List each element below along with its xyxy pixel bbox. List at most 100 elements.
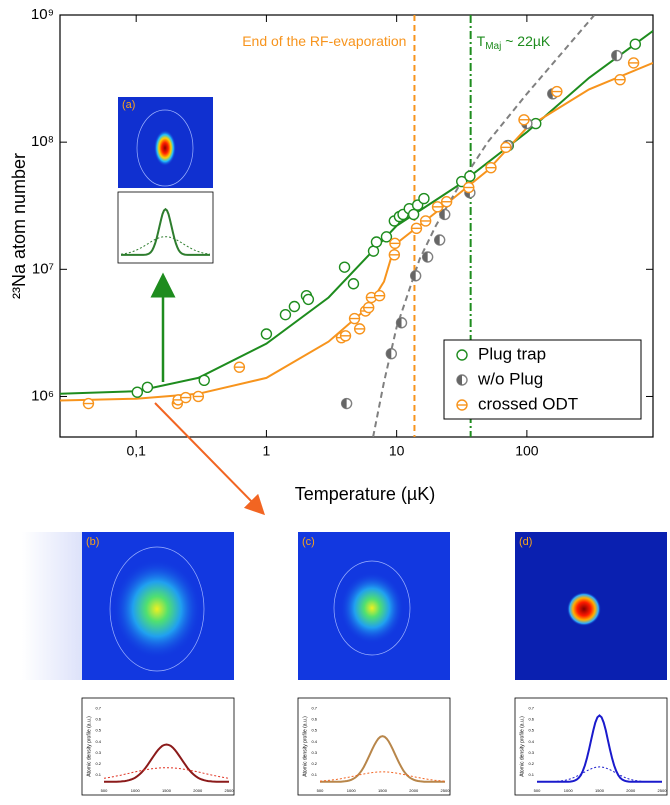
inset-profile	[514, 697, 668, 796]
data-point	[500, 141, 512, 154]
data-point	[456, 175, 468, 188]
data-point	[551, 85, 563, 98]
data-point	[288, 300, 301, 313]
marker-part	[302, 293, 315, 306]
arrow	[154, 402, 266, 516]
marker-part	[370, 236, 383, 248]
annotation-part: Maj	[485, 41, 501, 52]
inset-profile	[81, 697, 235, 796]
profile-y-tick-label: 0.2	[528, 761, 534, 766]
data-point	[407, 208, 420, 221]
panel-label: (b)	[86, 536, 99, 548]
cloud	[340, 572, 404, 644]
marker-part	[629, 38, 641, 50]
marker-part	[434, 235, 440, 246]
profile-y-tick-label: 0.3	[311, 750, 317, 755]
profile-x-tick-label: 1500	[595, 788, 605, 793]
marker-part	[422, 251, 428, 262]
marker-part	[464, 170, 476, 182]
marker-part	[131, 386, 144, 398]
x-axis-label: Temperature (µK)	[295, 484, 435, 504]
fit-line	[60, 61, 653, 402]
annotation: End of the RF-evaporation	[242, 33, 406, 49]
data-point	[338, 261, 351, 273]
annotation: TMaj ~ 22µK	[477, 33, 551, 52]
marker-part	[407, 208, 420, 221]
profile-y-tick-label: 0.1	[311, 772, 317, 777]
data-point	[629, 38, 641, 50]
marker-part	[396, 317, 402, 328]
profile-y-tick-label: 0.4	[95, 739, 101, 744]
marker-part	[141, 381, 154, 394]
x-tick-label: 0,1	[126, 443, 146, 459]
data-point	[385, 347, 398, 360]
profile-x-tick-label: 2000	[409, 788, 419, 793]
profile-y-tick-label: 0.5	[95, 728, 101, 733]
profile-x-tick-label: 1500	[378, 788, 388, 793]
legend-marker	[456, 399, 468, 411]
inset-profile	[117, 191, 214, 264]
data-point	[440, 196, 453, 208]
profile-y-tick-label: 0.5	[311, 728, 317, 733]
data-point	[380, 231, 393, 243]
profile-fit	[103, 767, 230, 779]
profile-y-label: Atomic density profile (a.u.)	[302, 716, 308, 777]
marker-part	[347, 278, 360, 290]
profile-curve	[320, 735, 445, 783]
data-point	[464, 170, 476, 182]
data-point	[370, 236, 383, 248]
y-tick-label: 10⁶	[31, 387, 54, 404]
data-point	[463, 181, 475, 194]
y-tick-label: 10⁸	[31, 133, 54, 150]
data-point	[198, 374, 210, 387]
profile-y-tick-label: 0.7	[95, 706, 101, 711]
data-point	[353, 323, 366, 335]
profile-y-tick-label: 0.6	[95, 717, 101, 722]
data-point	[339, 330, 352, 342]
profile-y-tick-label: 0.6	[528, 717, 534, 722]
profile-x-tick-label: 1000	[347, 788, 357, 793]
cloud	[567, 592, 601, 626]
profile-x-tick-label: 2000	[193, 788, 203, 793]
profile-y-tick-label: 0.1	[95, 772, 101, 777]
profile-x-tick-label: 2500	[225, 788, 235, 793]
profile-x-tick-label: 2000	[626, 788, 636, 793]
legend-marker	[456, 349, 468, 361]
inset-outline	[109, 546, 205, 672]
data-point	[611, 49, 623, 62]
marker-part	[260, 328, 273, 340]
cloud	[154, 130, 176, 166]
plot-frame	[59, 14, 654, 438]
y-tick-label: 10⁹	[31, 6, 54, 23]
cloud	[113, 559, 201, 659]
annotation-part: End of the RF-evaporation	[242, 33, 406, 49]
x-tick-label: 10	[389, 443, 405, 459]
profile-x-tick-label: 1500	[162, 788, 172, 793]
marker-part	[439, 209, 445, 220]
fit-line	[60, 30, 653, 395]
panel-label: (c)	[302, 536, 315, 548]
data-point	[431, 201, 444, 213]
data-point	[302, 293, 315, 306]
marker-part	[611, 50, 617, 61]
profile-y-tick-label: 0.3	[95, 750, 101, 755]
y-tick-label: 10⁷	[32, 260, 54, 277]
profile-x-tick-label: 500	[534, 788, 541, 793]
marker-part	[456, 349, 468, 361]
annotation-part: ~ 22µK	[501, 33, 551, 49]
profile-x-tick-label: 2500	[658, 788, 668, 793]
data-point	[421, 251, 434, 263]
profile-y-tick-label: 0.3	[528, 750, 534, 755]
x-tick-label: 100	[515, 443, 539, 459]
legend-marker	[456, 374, 468, 386]
data-point	[279, 308, 292, 321]
inset-outline	[333, 560, 411, 656]
marker-part	[338, 261, 351, 273]
profile-y-tick-label: 0.1	[528, 772, 534, 777]
data-point	[192, 390, 205, 403]
profile-y-label: Atomic density profile (a.u.)	[519, 716, 525, 777]
marker-part	[341, 398, 347, 409]
x-tick-label: 1	[263, 443, 271, 459]
profile-y-tick-label: 0.7	[528, 706, 534, 711]
